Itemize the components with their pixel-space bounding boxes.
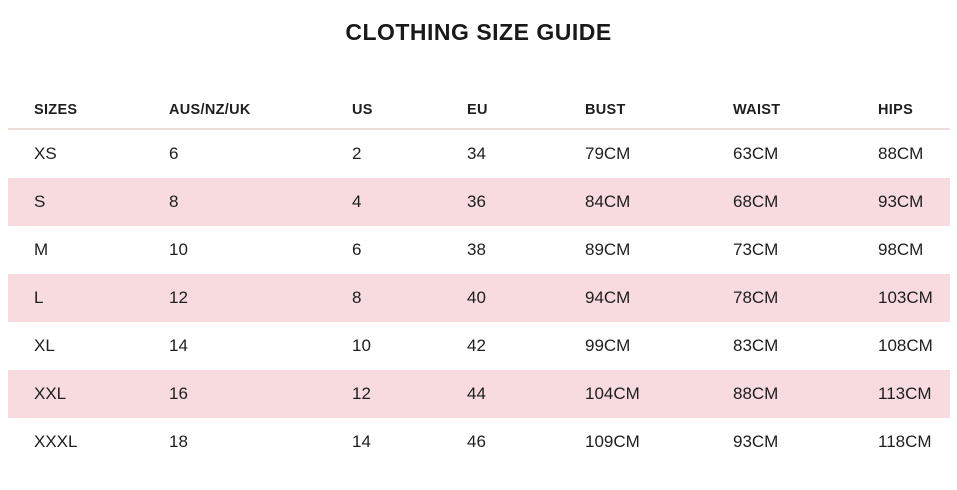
cell-aus-nz-uk: 16 bbox=[169, 384, 188, 403]
cell-size: M bbox=[34, 240, 49, 259]
cell-aus-nz-uk: 6 bbox=[169, 144, 179, 163]
cell-waist: 63CM bbox=[733, 144, 779, 163]
cell-us: 6 bbox=[352, 240, 362, 259]
cell-eu: 34 bbox=[467, 144, 486, 163]
cell-waist: 73CM bbox=[733, 240, 779, 259]
cell-hips: 103CM bbox=[878, 288, 933, 307]
cell-waist: 93CM bbox=[733, 432, 779, 451]
cell-waist: 83CM bbox=[733, 336, 779, 355]
cell-bust: 99CM bbox=[585, 336, 631, 355]
cell-hips: 93CM bbox=[878, 192, 924, 211]
cell-hips: 118CM bbox=[878, 432, 932, 451]
cell-size: XS bbox=[34, 144, 57, 163]
table-row-m: M 10 6 38 89CM 73CM 98CM bbox=[8, 226, 950, 274]
column-header-aus-nz-uk: AUS/NZ/UK bbox=[169, 102, 251, 118]
cell-aus-nz-uk: 10 bbox=[169, 240, 188, 259]
cell-hips: 113CM bbox=[878, 384, 932, 403]
cell-us: 2 bbox=[352, 144, 362, 163]
table-row-xs: XS 6 2 34 79CM 63CM 88CM bbox=[8, 130, 950, 178]
cell-waist: 88CM bbox=[733, 384, 779, 403]
table-row-xxxl: XXXL 18 14 46 109CM 93CM 118CM bbox=[8, 418, 950, 466]
table-row-s: S 8 4 36 84CM 68CM 93CM bbox=[8, 178, 950, 226]
cell-bust: 104CM bbox=[585, 384, 640, 403]
cell-waist: 78CM bbox=[733, 288, 779, 307]
cell-us: 12 bbox=[352, 384, 371, 403]
cell-us: 4 bbox=[352, 192, 362, 211]
table-header-row: SIZES AUS/NZ/UK US EU BUST WAIST HIPS bbox=[8, 92, 950, 130]
cell-bust: 89CM bbox=[585, 240, 631, 259]
cell-bust: 109CM bbox=[585, 432, 640, 451]
table-row-xxl: XXL 16 12 44 104CM 88CM 113CM bbox=[8, 370, 950, 418]
cell-size: XL bbox=[34, 336, 55, 355]
cell-eu: 44 bbox=[467, 384, 486, 403]
column-header-sizes: SIZES bbox=[34, 102, 78, 118]
cell-aus-nz-uk: 12 bbox=[169, 288, 188, 307]
cell-aus-nz-uk: 14 bbox=[169, 336, 188, 355]
column-header-bust: BUST bbox=[585, 102, 626, 118]
cell-waist: 68CM bbox=[733, 192, 779, 211]
column-header-waist: WAIST bbox=[733, 102, 781, 118]
cell-size: S bbox=[34, 192, 46, 211]
cell-bust: 94CM bbox=[585, 288, 631, 307]
cell-size: XXXL bbox=[34, 432, 78, 451]
cell-eu: 46 bbox=[467, 432, 486, 451]
cell-hips: 98CM bbox=[878, 240, 924, 259]
cell-size: XXL bbox=[34, 384, 67, 403]
table-row-l: L 12 8 40 94CM 78CM 103CM bbox=[8, 274, 950, 322]
cell-hips: 88CM bbox=[878, 144, 924, 163]
cell-eu: 40 bbox=[467, 288, 486, 307]
cell-aus-nz-uk: 8 bbox=[169, 192, 179, 211]
cell-bust: 79CM bbox=[585, 144, 631, 163]
page-title: CLOTHING SIZE GUIDE bbox=[345, 19, 612, 45]
column-header-eu: EU bbox=[467, 102, 488, 118]
cell-aus-nz-uk: 18 bbox=[169, 432, 188, 451]
cell-bust: 84CM bbox=[585, 192, 631, 211]
cell-us: 8 bbox=[352, 288, 362, 307]
cell-hips: 108CM bbox=[878, 336, 933, 355]
cell-eu: 36 bbox=[467, 192, 486, 211]
cell-us: 14 bbox=[352, 432, 371, 451]
cell-eu: 42 bbox=[467, 336, 486, 355]
size-guide-table: SIZES AUS/NZ/UK US EU BUST WAIST HIPS XS… bbox=[8, 92, 950, 466]
column-header-us: US bbox=[352, 102, 373, 118]
cell-eu: 38 bbox=[467, 240, 486, 259]
table-row-xl: XL 14 10 42 99CM 83CM 108CM bbox=[8, 322, 950, 370]
cell-size: L bbox=[34, 288, 44, 307]
column-header-hips: HIPS bbox=[878, 102, 914, 118]
cell-us: 10 bbox=[352, 336, 371, 355]
